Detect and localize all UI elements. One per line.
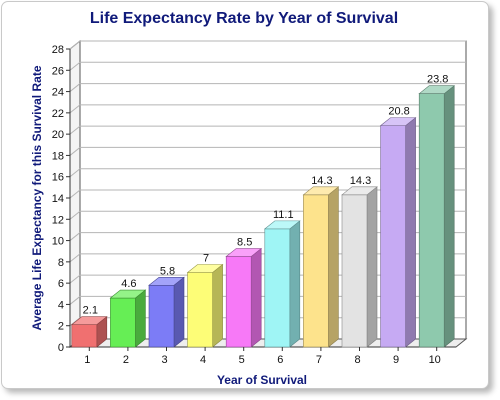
- y-tick-label: 6: [58, 278, 64, 290]
- x-tick-label: 8: [354, 354, 360, 366]
- bar-side: [405, 117, 416, 348]
- gridline-side: [69, 147, 81, 156]
- bar-side: [212, 263, 223, 348]
- y-tick-label: 0: [58, 342, 64, 354]
- bar-top: [302, 186, 340, 196]
- bar-side: [173, 276, 185, 348]
- gridline-side: [69, 189, 81, 199]
- data-label: 14.3: [311, 175, 332, 187]
- data-label: 8.5: [237, 237, 252, 249]
- x-tick-label: 2: [123, 354, 129, 366]
- bar-side: [366, 186, 378, 348]
- bar: [418, 93, 445, 348]
- gridline-side: [69, 253, 81, 263]
- gridline-side: [69, 232, 81, 241]
- bar-top: [418, 85, 456, 94]
- y-tick-label: 16: [52, 172, 64, 184]
- y-tick-label: 20: [52, 129, 64, 141]
- x-tick-label: 5: [239, 354, 245, 366]
- data-label: 11.1: [273, 209, 294, 221]
- gridline-side: [69, 83, 81, 92]
- y-tick-label: 26: [52, 65, 64, 77]
- bar-top: [70, 316, 108, 325]
- gridline-side: [69, 61, 81, 71]
- y-axis-title: Average Life Expectancy for this Surviva…: [30, 65, 44, 330]
- gridline-side: [69, 40, 81, 50]
- bar-top: [186, 264, 224, 273]
- y-tick-label: 22: [52, 108, 64, 120]
- bar: [303, 194, 329, 348]
- data-label: 23.8: [427, 74, 448, 86]
- x-tick-label: 6: [277, 354, 283, 366]
- data-label: 14.3: [350, 175, 371, 187]
- gridline-side: [69, 210, 81, 220]
- x-tick-label: 10: [429, 354, 441, 366]
- y-tick-label: 2: [58, 321, 64, 333]
- y-tick-label: 12: [52, 214, 64, 226]
- bar-top: [148, 276, 185, 286]
- y-tick-label: 10: [52, 236, 64, 248]
- bar-side: [250, 247, 262, 348]
- x-tick-label: 9: [393, 354, 399, 366]
- bar-top: [263, 220, 301, 230]
- chart-title: Life Expectancy Rate by Year of Survival: [90, 10, 398, 27]
- data-label: 7: [203, 253, 209, 265]
- y-tick-label: 8: [58, 257, 64, 269]
- x-tick-label: 7: [316, 354, 322, 366]
- data-label: 20.8: [388, 106, 409, 118]
- plot-area: 02468101214161820222426282.114.625.83748…: [52, 39, 468, 366]
- gridline-side: [69, 125, 81, 135]
- x-tick-label: 4: [200, 354, 206, 366]
- y-tick-label: 18: [52, 150, 64, 162]
- y-tick-label: 24: [52, 87, 64, 99]
- bar-top: [109, 289, 147, 299]
- bar-side: [289, 220, 301, 348]
- x-tick-label: 1: [84, 354, 90, 366]
- bar-top: [379, 117, 417, 126]
- bar: [341, 194, 368, 348]
- bar-side: [443, 85, 455, 348]
- bar: [225, 256, 252, 348]
- bar-side: [328, 186, 339, 348]
- bar: [264, 228, 291, 348]
- bar-top: [225, 248, 263, 257]
- x-axis-title: Year of Survival: [217, 373, 307, 387]
- y-tick-label: 28: [52, 44, 64, 56]
- bar: [380, 125, 406, 348]
- y-tick-label: 4: [58, 299, 64, 311]
- bar-top: [341, 186, 378, 196]
- x-tick-label: 3: [161, 354, 167, 366]
- gridline-side: [69, 274, 81, 284]
- gridline-side: [69, 104, 81, 114]
- bar: [71, 324, 98, 348]
- bar: [110, 297, 136, 348]
- data-label: 4.6: [121, 278, 136, 290]
- data-label: 5.8: [160, 265, 175, 277]
- gridline-side: [69, 296, 81, 305]
- bar-side: [135, 289, 146, 348]
- bar: [187, 272, 213, 348]
- gridline-side: [69, 168, 81, 178]
- y-tick-label: 14: [52, 193, 64, 205]
- bar: [148, 284, 175, 348]
- data-label: 2.1: [83, 305, 98, 317]
